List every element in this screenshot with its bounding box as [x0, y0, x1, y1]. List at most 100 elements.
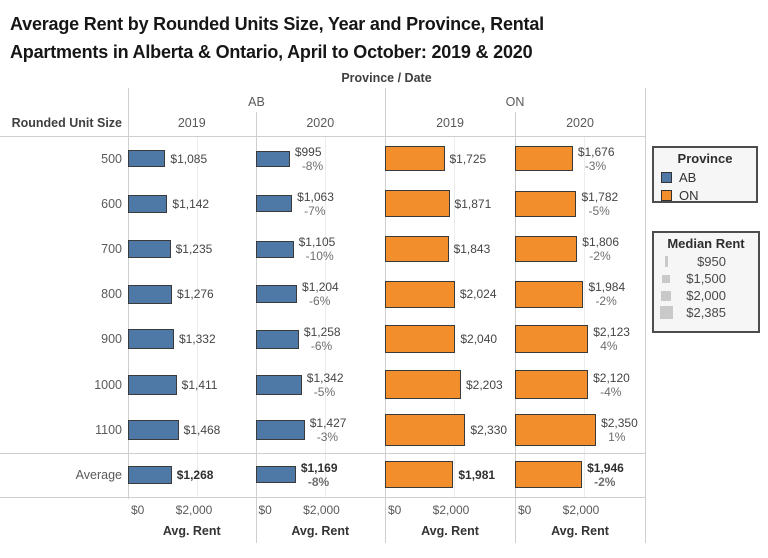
chart-title: Average Rent by Rounded Units Size, Year…	[10, 10, 544, 66]
value-text: $1,342	[306, 370, 344, 385]
bar-ON-2020-800[interactable]	[515, 280, 584, 308]
value-text: $1,843	[453, 242, 491, 257]
bar-ON-2020-600[interactable]	[515, 190, 577, 217]
bar-AB-2019-1100[interactable]	[128, 419, 179, 440]
panel-divider-ab	[255, 112, 257, 543]
bar-ON-2019-1000[interactable]	[385, 370, 461, 400]
size-legend-item-3[interactable]: $2,000	[654, 287, 758, 304]
bar-AB-2020-900[interactable]	[255, 329, 299, 349]
bar-AB-2019-1000[interactable]	[128, 374, 177, 395]
value-text: $1,169	[300, 460, 338, 475]
bar-ON-2019-900[interactable]	[385, 325, 456, 354]
axis-title-panel4: Avg. Rent	[551, 524, 609, 538]
value-text: $1,946	[587, 460, 624, 475]
size-legend-label-3: $2,000	[686, 288, 726, 303]
value-text: $1,806	[582, 235, 619, 250]
bar-AB-2020-average[interactable]	[255, 466, 296, 484]
bar-ON-2020-1000[interactable]	[515, 370, 589, 400]
pct-change-text: -2%	[594, 474, 616, 489]
bar-value-label: $1,276	[177, 287, 214, 301]
bar-value-label: $1,981	[458, 468, 495, 482]
pct-change-text: -5%	[588, 203, 610, 218]
bar-AB-2020-600[interactable]	[255, 195, 293, 213]
bar-value-label: $1,268	[177, 468, 214, 482]
bar-value-label: $1,142	[172, 197, 209, 211]
row-label-800: 800	[101, 287, 122, 302]
bar-ON-2019-500[interactable]	[385, 146, 445, 172]
value-text: $2,123	[593, 325, 630, 340]
bar-AB-2019-800[interactable]	[128, 284, 173, 304]
legend-swatch-on	[661, 189, 672, 201]
value-text: $2,120	[593, 370, 630, 385]
bar-AB-2019-900[interactable]	[128, 329, 174, 350]
bar-value-label: $1,342 -5%	[307, 371, 344, 399]
bar-ON-2019-700[interactable]	[385, 236, 449, 263]
bar-ON-2020-700[interactable]	[515, 236, 578, 263]
gridline-2000-panel2	[324, 136, 326, 497]
average-row-separator	[0, 452, 645, 454]
bar-value-label: $1,258 -6%	[304, 325, 341, 353]
axis-tick-0-panel1: $0	[131, 503, 145, 517]
value-text: $1,063	[297, 189, 334, 204]
bar-value-label: $1,105 -10%	[299, 235, 336, 263]
bar-value-label: $1,843	[454, 242, 491, 256]
value-text: $2,040	[460, 332, 498, 347]
size-legend-item-2[interactable]: $1,500	[654, 270, 758, 287]
province-legend-title: Province	[677, 151, 733, 166]
size-legend-item-4[interactable]: $2,385	[654, 304, 758, 321]
legend-item-on[interactable]: ON	[654, 186, 756, 204]
gridline-2000-panel1	[197, 136, 198, 497]
bar-AB-2019-average[interactable]	[128, 465, 172, 484]
value-text: $1,725	[449, 151, 487, 166]
value-text: $1,981	[458, 467, 496, 482]
bar-value-label: $1,806 -2%	[582, 235, 619, 263]
bar-value-label: $1,676 -3%	[578, 145, 615, 173]
row-label-700: 700	[101, 242, 122, 257]
bar-ON-2019-600[interactable]	[385, 190, 450, 218]
bar-AB-2020-800[interactable]	[255, 285, 298, 304]
value-text: $2,330	[470, 422, 508, 437]
bar-value-label: $1,411	[182, 378, 218, 392]
bar-ON-2019-800[interactable]	[385, 280, 455, 308]
size-swatch-cell	[654, 274, 678, 283]
bar-ON-2020-500[interactable]	[515, 146, 573, 172]
bar-ON-2019-1100[interactable]	[385, 413, 466, 446]
bar-AB-2020-700[interactable]	[255, 240, 294, 258]
bar-AB-2019-600[interactable]	[128, 194, 168, 213]
bar-value-label: $1,468	[184, 423, 221, 437]
legend-label-on: ON	[679, 187, 699, 203]
bar-value-label: $1,782 -5%	[581, 190, 618, 218]
bar-ON-2019-average[interactable]	[385, 461, 454, 489]
value-text: $1,204	[302, 280, 339, 295]
bar-ON-2020-1100[interactable]	[515, 413, 597, 446]
bar-AB-2020-1000[interactable]	[255, 374, 302, 395]
legend-item-ab[interactable]: AB	[654, 168, 756, 186]
bar-value-label: $1,204 -6%	[302, 280, 339, 308]
value-text: $1,782	[581, 189, 619, 204]
bar-AB-2019-700[interactable]	[128, 240, 171, 259]
size-legend-label-1: $950	[697, 254, 726, 269]
size-swatch-icon	[659, 306, 673, 319]
row-label-average: Average	[75, 467, 122, 482]
pct-change-text: -8%	[301, 158, 324, 173]
bar-ON-2020-900[interactable]	[515, 325, 589, 354]
bar-AB-2020-1100[interactable]	[255, 419, 305, 440]
size-legend-item-1[interactable]: $950	[654, 253, 758, 270]
size-swatch-cell	[654, 256, 678, 267]
pct-change-text: -4%	[600, 384, 622, 399]
row-label-1100: 1100	[95, 422, 122, 437]
bar-ON-2020-average[interactable]	[515, 461, 583, 489]
gridline-2000-panel3	[454, 136, 455, 497]
bar-AB-2019-500[interactable]	[128, 150, 166, 168]
pct-change-text: -6%	[310, 339, 333, 354]
year-header-2-2020: 2020	[306, 116, 335, 130]
bar-AB-2020-500[interactable]	[255, 150, 290, 167]
median-rent-size-legend: Median Rent $950 $1,500 $2,000 $2,385	[652, 231, 760, 333]
pct-change-text: -3%	[316, 429, 339, 444]
province-header-on: ON	[505, 95, 525, 109]
bar-value-label: $2,123 4%	[593, 325, 630, 353]
median-rent-legend-title: Median Rent	[667, 236, 745, 251]
province-divider	[385, 88, 386, 543]
bar-value-label: $2,330	[470, 423, 507, 437]
